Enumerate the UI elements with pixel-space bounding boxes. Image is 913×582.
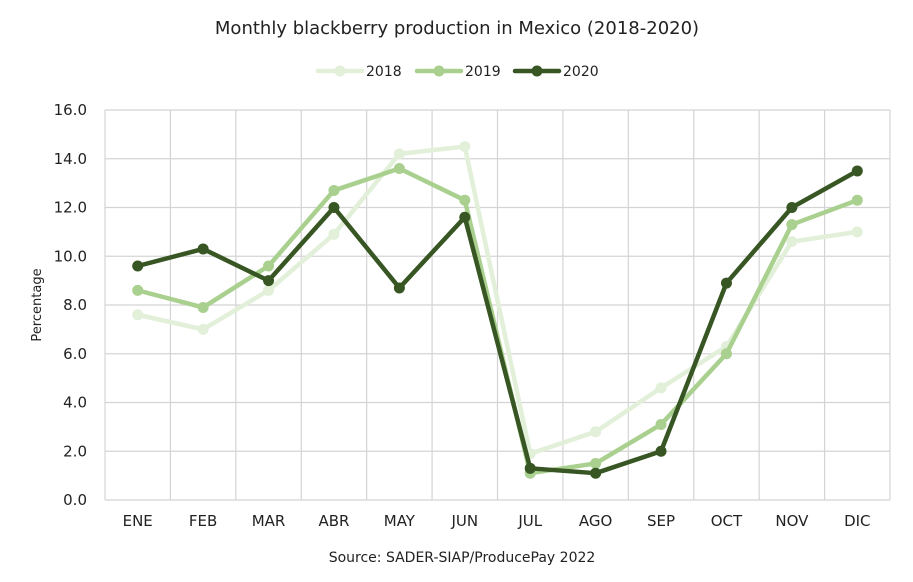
data-point-2018 bbox=[197, 323, 209, 335]
x-axis-ticks: ENE FEB MAR ABR MAY JUN JUL AGO SEP OCT NOV DIC bbox=[123, 512, 871, 530]
data-point-2019 bbox=[851, 194, 863, 206]
data-point-2019 bbox=[459, 194, 471, 206]
data-point-2018 bbox=[328, 228, 340, 240]
series-2020 bbox=[132, 165, 863, 479]
data-point-2019 bbox=[328, 184, 340, 196]
data-point-2018 bbox=[263, 284, 275, 296]
x-tick-label: ABR bbox=[318, 512, 349, 530]
data-point-2018 bbox=[851, 226, 863, 238]
legend-swatch-marker bbox=[531, 65, 543, 77]
legend-swatch-marker bbox=[433, 65, 445, 77]
y-tick-label: 0.0 bbox=[63, 491, 87, 509]
y-axis-ticks: 0.0 2.0 4.0 6.0 8.0 10.0 12.0 14.0 16.0 bbox=[54, 101, 87, 509]
data-point-2018 bbox=[132, 309, 144, 321]
legend-swatch-marker bbox=[334, 65, 346, 77]
y-tick-label: 10.0 bbox=[54, 247, 87, 265]
chart-title: Monthly blackberry production in Mexico … bbox=[215, 18, 699, 39]
data-point-2018 bbox=[786, 236, 798, 248]
y-tick-label: 4.0 bbox=[63, 394, 87, 412]
data-point-2018 bbox=[459, 141, 471, 153]
legend-label: 2018 bbox=[366, 64, 402, 80]
grid bbox=[104, 109, 891, 501]
data-point-2020 bbox=[459, 211, 471, 223]
data-point-2019 bbox=[590, 457, 602, 469]
data-point-2019 bbox=[393, 163, 405, 174]
data-point-2019 bbox=[132, 284, 144, 296]
data-point-2020 bbox=[590, 467, 602, 479]
legend-item-2018: 2018 bbox=[315, 64, 402, 80]
y-tick-label: 6.0 bbox=[63, 345, 87, 363]
x-tick-label: OCT bbox=[711, 512, 743, 530]
data-point-2019 bbox=[197, 301, 209, 313]
legend-item-2019: 2019 bbox=[414, 64, 501, 80]
data-point-2020 bbox=[263, 275, 275, 287]
data-point-2020 bbox=[132, 260, 144, 272]
x-tick-label: AGO bbox=[579, 512, 612, 530]
y-tick-label: 12.0 bbox=[54, 199, 87, 217]
data-point-2020 bbox=[328, 202, 340, 213]
y-axis-label: Percentage bbox=[30, 268, 45, 341]
source-note: Source: SADER-SIAP/ProducePay 2022 bbox=[329, 550, 596, 566]
data-point-2019 bbox=[720, 348, 732, 360]
data-point-2018 bbox=[393, 148, 405, 160]
data-point-2020 bbox=[393, 282, 405, 294]
data-point-2018 bbox=[590, 426, 602, 438]
x-tick-label: DIC bbox=[844, 512, 870, 530]
x-tick-label: ENE bbox=[123, 512, 153, 530]
series-line-2020 bbox=[135, 168, 860, 476]
data-point-2019 bbox=[786, 219, 798, 231]
x-tick-label: NOV bbox=[775, 512, 809, 530]
data-point-2019 bbox=[263, 260, 275, 272]
data-point-2018 bbox=[655, 382, 667, 394]
data-point-2020 bbox=[197, 243, 209, 255]
y-tick-label: 14.0 bbox=[54, 150, 87, 168]
legend-item-2020: 2020 bbox=[512, 64, 599, 80]
legend: 2018 2019 2020 bbox=[315, 64, 599, 80]
legend-label: 2020 bbox=[563, 64, 599, 80]
data-point-2020 bbox=[524, 462, 536, 474]
x-tick-label: FEB bbox=[189, 512, 217, 530]
x-tick-label: SEP bbox=[647, 512, 675, 530]
data-point-2020 bbox=[655, 445, 667, 457]
data-point-2019 bbox=[655, 418, 667, 430]
x-tick-label: MAY bbox=[384, 512, 416, 530]
x-tick-label: JUN bbox=[450, 512, 478, 530]
data-point-2020 bbox=[720, 277, 732, 289]
x-tick-label: MAR bbox=[252, 512, 286, 530]
series-group bbox=[132, 141, 863, 479]
y-tick-label: 8.0 bbox=[63, 296, 87, 314]
y-tick-label: 2.0 bbox=[63, 442, 87, 460]
y-tick-label: 16.0 bbox=[54, 101, 87, 119]
data-point-2020 bbox=[786, 202, 798, 213]
x-tick-label: JUL bbox=[517, 512, 542, 530]
legend-label: 2019 bbox=[465, 64, 501, 80]
data-point-2020 bbox=[851, 165, 863, 177]
